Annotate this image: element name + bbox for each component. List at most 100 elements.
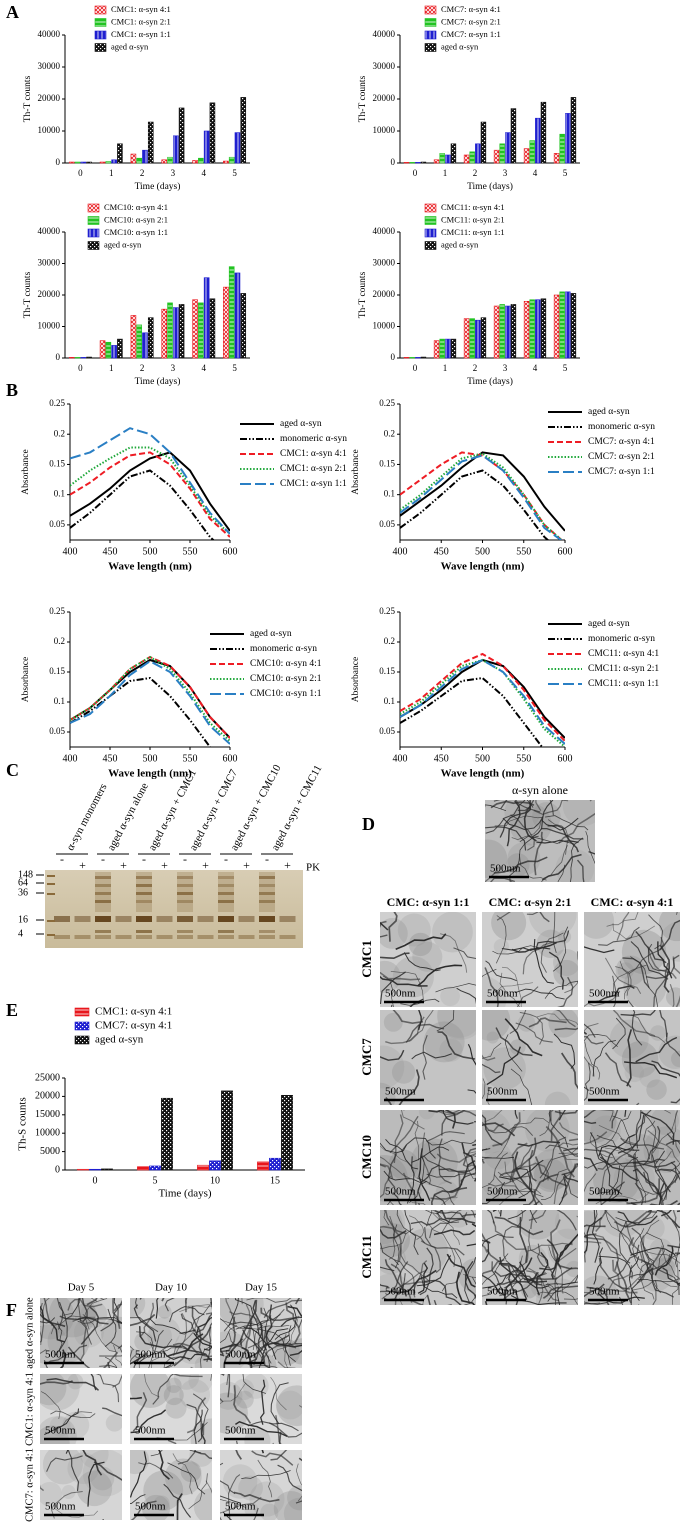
y-tick-label: 0 — [56, 157, 61, 167]
gel-band — [95, 892, 111, 895]
fibril — [46, 1378, 100, 1391]
legend-label: CMC10: α-syn 2:1 — [250, 674, 322, 684]
fibril — [380, 1145, 416, 1178]
line-series — [400, 469, 550, 540]
fibril — [99, 1354, 122, 1357]
fibril — [584, 1062, 591, 1102]
bar — [209, 1160, 221, 1171]
y-axis-label: Absorbance — [351, 449, 361, 494]
fibril — [421, 1132, 432, 1185]
fibril — [495, 915, 507, 964]
legend-swatch — [424, 30, 437, 40]
bar — [203, 277, 210, 359]
scale-label: 500nm — [487, 1286, 518, 1298]
fibril — [482, 1156, 515, 1159]
y-axis-label: Th-T counts — [358, 271, 368, 318]
bar — [192, 299, 198, 359]
fibril — [606, 1134, 635, 1163]
fibril — [441, 1249, 463, 1292]
fibril — [193, 1332, 212, 1348]
fibril — [438, 1138, 452, 1184]
micrograph-blot — [646, 1079, 667, 1100]
column-label: Day 15 — [245, 1282, 278, 1294]
fibril — [648, 914, 663, 950]
micrograph-blot — [287, 1485, 302, 1511]
legend-label: CMC10: α-syn 4:1 — [250, 659, 322, 669]
fibril — [638, 1304, 640, 1305]
fibril — [533, 800, 563, 816]
gel-band — [259, 892, 275, 895]
y-tick-label: 30000 — [38, 61, 61, 71]
fibril — [412, 1260, 428, 1298]
fibril — [247, 1421, 299, 1432]
bar — [111, 159, 117, 164]
fibril — [615, 1210, 658, 1223]
micrograph-blot — [516, 1210, 560, 1240]
fibril — [93, 1461, 122, 1481]
micrograph-blot — [90, 1466, 115, 1491]
fibril — [432, 1212, 460, 1245]
micrograph-blot — [189, 1450, 212, 1467]
fibril — [144, 1374, 160, 1398]
fibril — [584, 1041, 601, 1080]
fibril — [113, 1298, 119, 1321]
x-tick-label: 500 — [475, 546, 490, 557]
micrograph-blot — [40, 1374, 67, 1406]
fibril — [484, 967, 499, 1007]
fibril — [548, 951, 565, 990]
legend-label: CMC1: α-syn 4:1 — [111, 4, 171, 14]
bar — [117, 338, 123, 359]
fibril — [155, 1298, 159, 1319]
fibril — [196, 1298, 212, 1334]
fibril — [526, 1242, 573, 1252]
fibril — [659, 945, 671, 993]
fibril — [434, 1210, 468, 1226]
micrograph — [220, 1374, 302, 1444]
fibril — [387, 1152, 398, 1189]
fibril — [658, 1162, 680, 1172]
column-label: CMC: α-syn 2:1 — [489, 895, 572, 909]
fibril — [661, 1210, 673, 1217]
fibril — [562, 1152, 578, 1161]
gel-band — [95, 916, 111, 922]
y-tick-label: 0.25 — [49, 606, 65, 616]
micrograph-blot — [671, 1050, 680, 1068]
fibril — [46, 1455, 83, 1472]
fibril — [584, 1173, 597, 1193]
legend-swatch — [424, 203, 437, 213]
x-tick-label: 0 — [93, 1175, 98, 1186]
marker-label: 4 — [18, 928, 23, 939]
micrograph-blot — [486, 1031, 499, 1044]
fibril — [630, 1267, 654, 1305]
fibril — [380, 921, 389, 931]
fibril — [528, 1017, 567, 1028]
micrograph-blot — [80, 1300, 108, 1328]
fibril — [585, 831, 595, 865]
fibril — [502, 1225, 520, 1260]
bar — [480, 121, 487, 164]
fibril — [595, 1110, 632, 1149]
fibril — [523, 1173, 559, 1205]
y-axis-label: Absorbance — [351, 657, 361, 702]
micrograph — [584, 912, 680, 1007]
fibril — [490, 800, 535, 809]
column-label: Day 5 — [68, 1282, 95, 1294]
micrograph — [584, 1110, 680, 1205]
gel-band — [218, 916, 234, 922]
bar — [74, 161, 81, 164]
micrograph-blot — [40, 1298, 75, 1340]
pk-sign: - — [60, 852, 64, 866]
fibril — [412, 1300, 452, 1305]
gel-band — [177, 935, 193, 939]
fibril — [631, 1014, 666, 1043]
legend-swatch — [87, 216, 100, 225]
micrograph-blot — [544, 1091, 571, 1105]
x-tick-label: 600 — [558, 753, 573, 764]
micrograph — [482, 912, 578, 1007]
fibril — [515, 1167, 533, 1199]
fibril — [640, 1111, 675, 1145]
fibril — [460, 1172, 476, 1186]
fibril — [162, 1350, 206, 1361]
bar — [510, 304, 517, 359]
bar — [415, 357, 421, 359]
